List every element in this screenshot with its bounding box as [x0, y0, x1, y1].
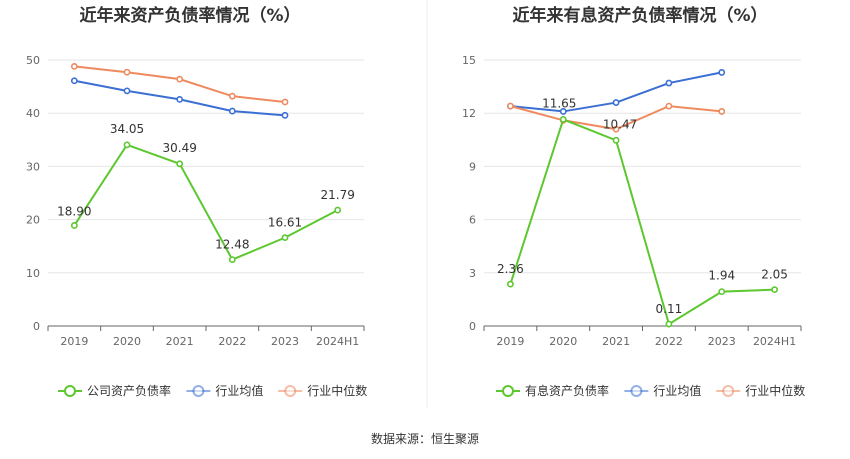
legend-marker-icon	[630, 385, 643, 397]
y-tick-label: 15	[462, 54, 476, 67]
chart-2: 0 3 6 9 12 15 2019 2020 2021 2022 2023 2024H1 2.36 11…	[462, 54, 805, 398]
legend-marker-icon	[722, 385, 735, 397]
series-point-0	[612, 136, 620, 144]
series-point-0	[281, 234, 289, 242]
data-label: 16.61	[268, 216, 302, 230]
series-point-0	[123, 141, 131, 149]
data-source-label: 数据来源：恒生聚源	[371, 431, 479, 446]
x-tick-label: 2022	[655, 335, 683, 348]
data-label: 10.47	[603, 117, 637, 131]
chart-1-title: 近年来资产负债率情况（%）	[79, 5, 300, 26]
data-label: 0.11	[656, 302, 683, 316]
data-label: 21.79	[320, 188, 354, 202]
series-point-0	[70, 222, 78, 229]
y-tick-label: 10	[26, 267, 40, 280]
series-point-1	[176, 95, 184, 103]
series-line-0	[509, 118, 775, 326]
x-tick-label: 2023	[708, 335, 736, 348]
x-tick-label: 2019	[496, 335, 524, 348]
series-point-0	[176, 160, 184, 168]
y-tick-label: 6	[469, 214, 476, 227]
data-label: 2.05	[761, 268, 788, 282]
series-point-2	[718, 108, 726, 115]
x-tick-label: 2024H1	[753, 335, 796, 348]
legend-marker-icon	[502, 385, 514, 397]
series-point-1	[665, 79, 673, 87]
legend-item-1: 行业均值	[186, 383, 263, 398]
y-tick-label: 9	[469, 160, 476, 173]
data-label: 2.36	[497, 262, 524, 276]
x-tick-label: 2023	[271, 335, 299, 348]
data-label: 34.05	[110, 122, 144, 136]
series-point-1	[281, 111, 289, 119]
y-tick-label: 40	[26, 107, 40, 120]
y-tick-label: 3	[469, 267, 476, 280]
legend-item-0: 有息资产负债率	[496, 383, 609, 398]
series-point-0	[665, 320, 673, 328]
series-point-2	[70, 62, 78, 70]
y-tick-label: 12	[462, 107, 476, 120]
y-tick-label: 30	[26, 160, 40, 173]
legend-label: 行业中位数	[745, 383, 805, 398]
x-tick-label: 2020	[113, 335, 141, 348]
series-point-2	[507, 102, 514, 110]
x-tick-label: 2024H1	[316, 335, 359, 348]
series-point-0	[559, 116, 567, 123]
legend-marker-icon	[64, 385, 76, 397]
series-point-2	[176, 75, 184, 83]
legend-item-0: 公司资产负债率	[58, 383, 171, 398]
x-tick-label: 2019	[60, 335, 88, 348]
data-label: 1.94	[708, 269, 735, 283]
series-point-2	[281, 98, 289, 106]
series-point-2	[123, 68, 131, 76]
series-point-2	[665, 102, 673, 110]
data-label: 11.65	[542, 96, 576, 110]
legend-label: 行业中位数	[307, 383, 367, 398]
legend-label: 行业均值	[653, 383, 701, 398]
data-label: 30.49	[162, 141, 196, 155]
y-tick-label: 0	[33, 320, 40, 333]
legend-marker-icon	[192, 385, 205, 397]
data-label: 18.90	[57, 204, 91, 218]
legend-item-2: 行业中位数	[278, 383, 367, 398]
series-point-1	[228, 107, 236, 115]
x-tick-label: 2021	[166, 335, 194, 348]
series-point-2	[612, 125, 620, 133]
legend-item-1: 行业均值	[624, 383, 701, 398]
x-tick-label: 2021	[602, 335, 630, 348]
series-point-1	[612, 99, 620, 106]
data-label: 12.48	[215, 238, 249, 252]
y-tick-label: 20	[26, 214, 40, 227]
legend-marker-icon	[284, 385, 297, 397]
legend-item-2: 行业中位数	[716, 383, 805, 398]
y-tick-label: 0	[469, 320, 476, 333]
legend-label: 公司资产负债率	[87, 383, 171, 398]
series-point-0	[718, 288, 726, 295]
legend-label: 有息资产负债率	[525, 383, 609, 398]
series-point-0	[334, 206, 342, 214]
series-point-0	[507, 280, 514, 288]
legend-label: 行业均值	[215, 383, 263, 398]
x-tick-label: 2020	[549, 335, 577, 348]
series-point-1	[123, 87, 131, 95]
x-tick-label: 2022	[218, 335, 246, 348]
y-tick-label: 50	[26, 54, 40, 67]
series-point-0	[771, 286, 778, 294]
series-point-2	[228, 92, 236, 100]
series-point-0	[228, 256, 236, 264]
series-line-0	[73, 143, 339, 261]
series-point-1	[70, 77, 78, 85]
series-point-1	[559, 108, 567, 115]
chart-2-title: 近年来有息资产负债率情况（%）	[512, 5, 767, 26]
series-point-1	[718, 69, 726, 76]
chart-1: 0 10 20 30 40 50 2019 2020 2021 2022 2023 2024H1 18.…	[26, 54, 367, 398]
